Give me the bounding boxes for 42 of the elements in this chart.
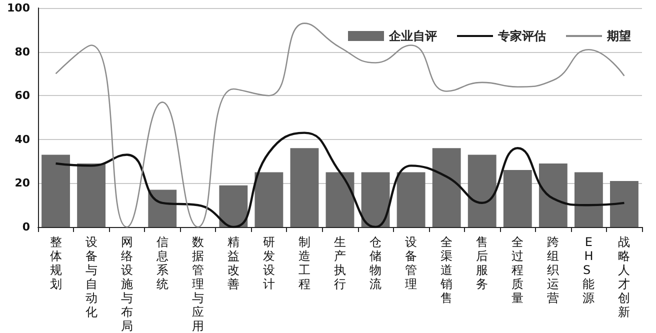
bar	[468, 154, 496, 227]
x-tick-label: EHS 能源	[582, 235, 595, 305]
legend-label: 期望	[606, 29, 631, 43]
bar	[219, 185, 248, 227]
y-tick-label: 0	[22, 220, 30, 234]
bar	[42, 154, 70, 227]
y-tick-label: 20	[14, 176, 30, 190]
bar	[148, 190, 177, 227]
x-tick-label: 设备与自动化	[85, 235, 98, 319]
bar	[361, 172, 390, 227]
bar	[396, 172, 426, 227]
x-tick-label: 精益改善	[227, 235, 240, 291]
x-tick-label: 战略人才创新	[618, 235, 630, 319]
bar	[503, 170, 532, 227]
x-tick-label: 网络设施与布局	[120, 235, 133, 333]
x-tick-label: 仓储物流	[370, 235, 382, 291]
legend-label: 专家评估	[497, 29, 546, 43]
y-tick-label: 100	[7, 2, 30, 14]
x-tick-label: 数据管理与应用	[192, 235, 204, 333]
y-tick-label: 40	[14, 132, 30, 146]
bar	[610, 181, 638, 227]
legend-label: 企业自评	[388, 29, 437, 43]
line-series	[54, 132, 626, 228]
x-tick-label: 跨组织运营	[547, 235, 560, 305]
x-tick-label: 全过程质量	[512, 235, 524, 305]
bar	[290, 148, 319, 227]
bar	[574, 172, 603, 227]
bar	[326, 172, 354, 227]
x-tick-label: 信息系统	[155, 235, 168, 291]
y-tick-label: 60	[14, 89, 30, 102]
bar	[77, 163, 106, 227]
bar	[254, 172, 284, 227]
x-tick-label: 生产执行	[334, 235, 346, 291]
x-tick-label: 售后服务	[476, 235, 488, 291]
x-tick-label: 全渠道销售	[440, 235, 453, 305]
x-tick-label: 制造工程	[298, 235, 310, 291]
y-tick-label: 80	[14, 45, 30, 58]
x-tick-label: 研发设计	[262, 235, 275, 291]
bar	[538, 163, 568, 227]
x-tick-label: 设备管理	[405, 235, 418, 291]
x-tick-label: 整体规划	[50, 235, 62, 291]
bar	[432, 148, 461, 227]
